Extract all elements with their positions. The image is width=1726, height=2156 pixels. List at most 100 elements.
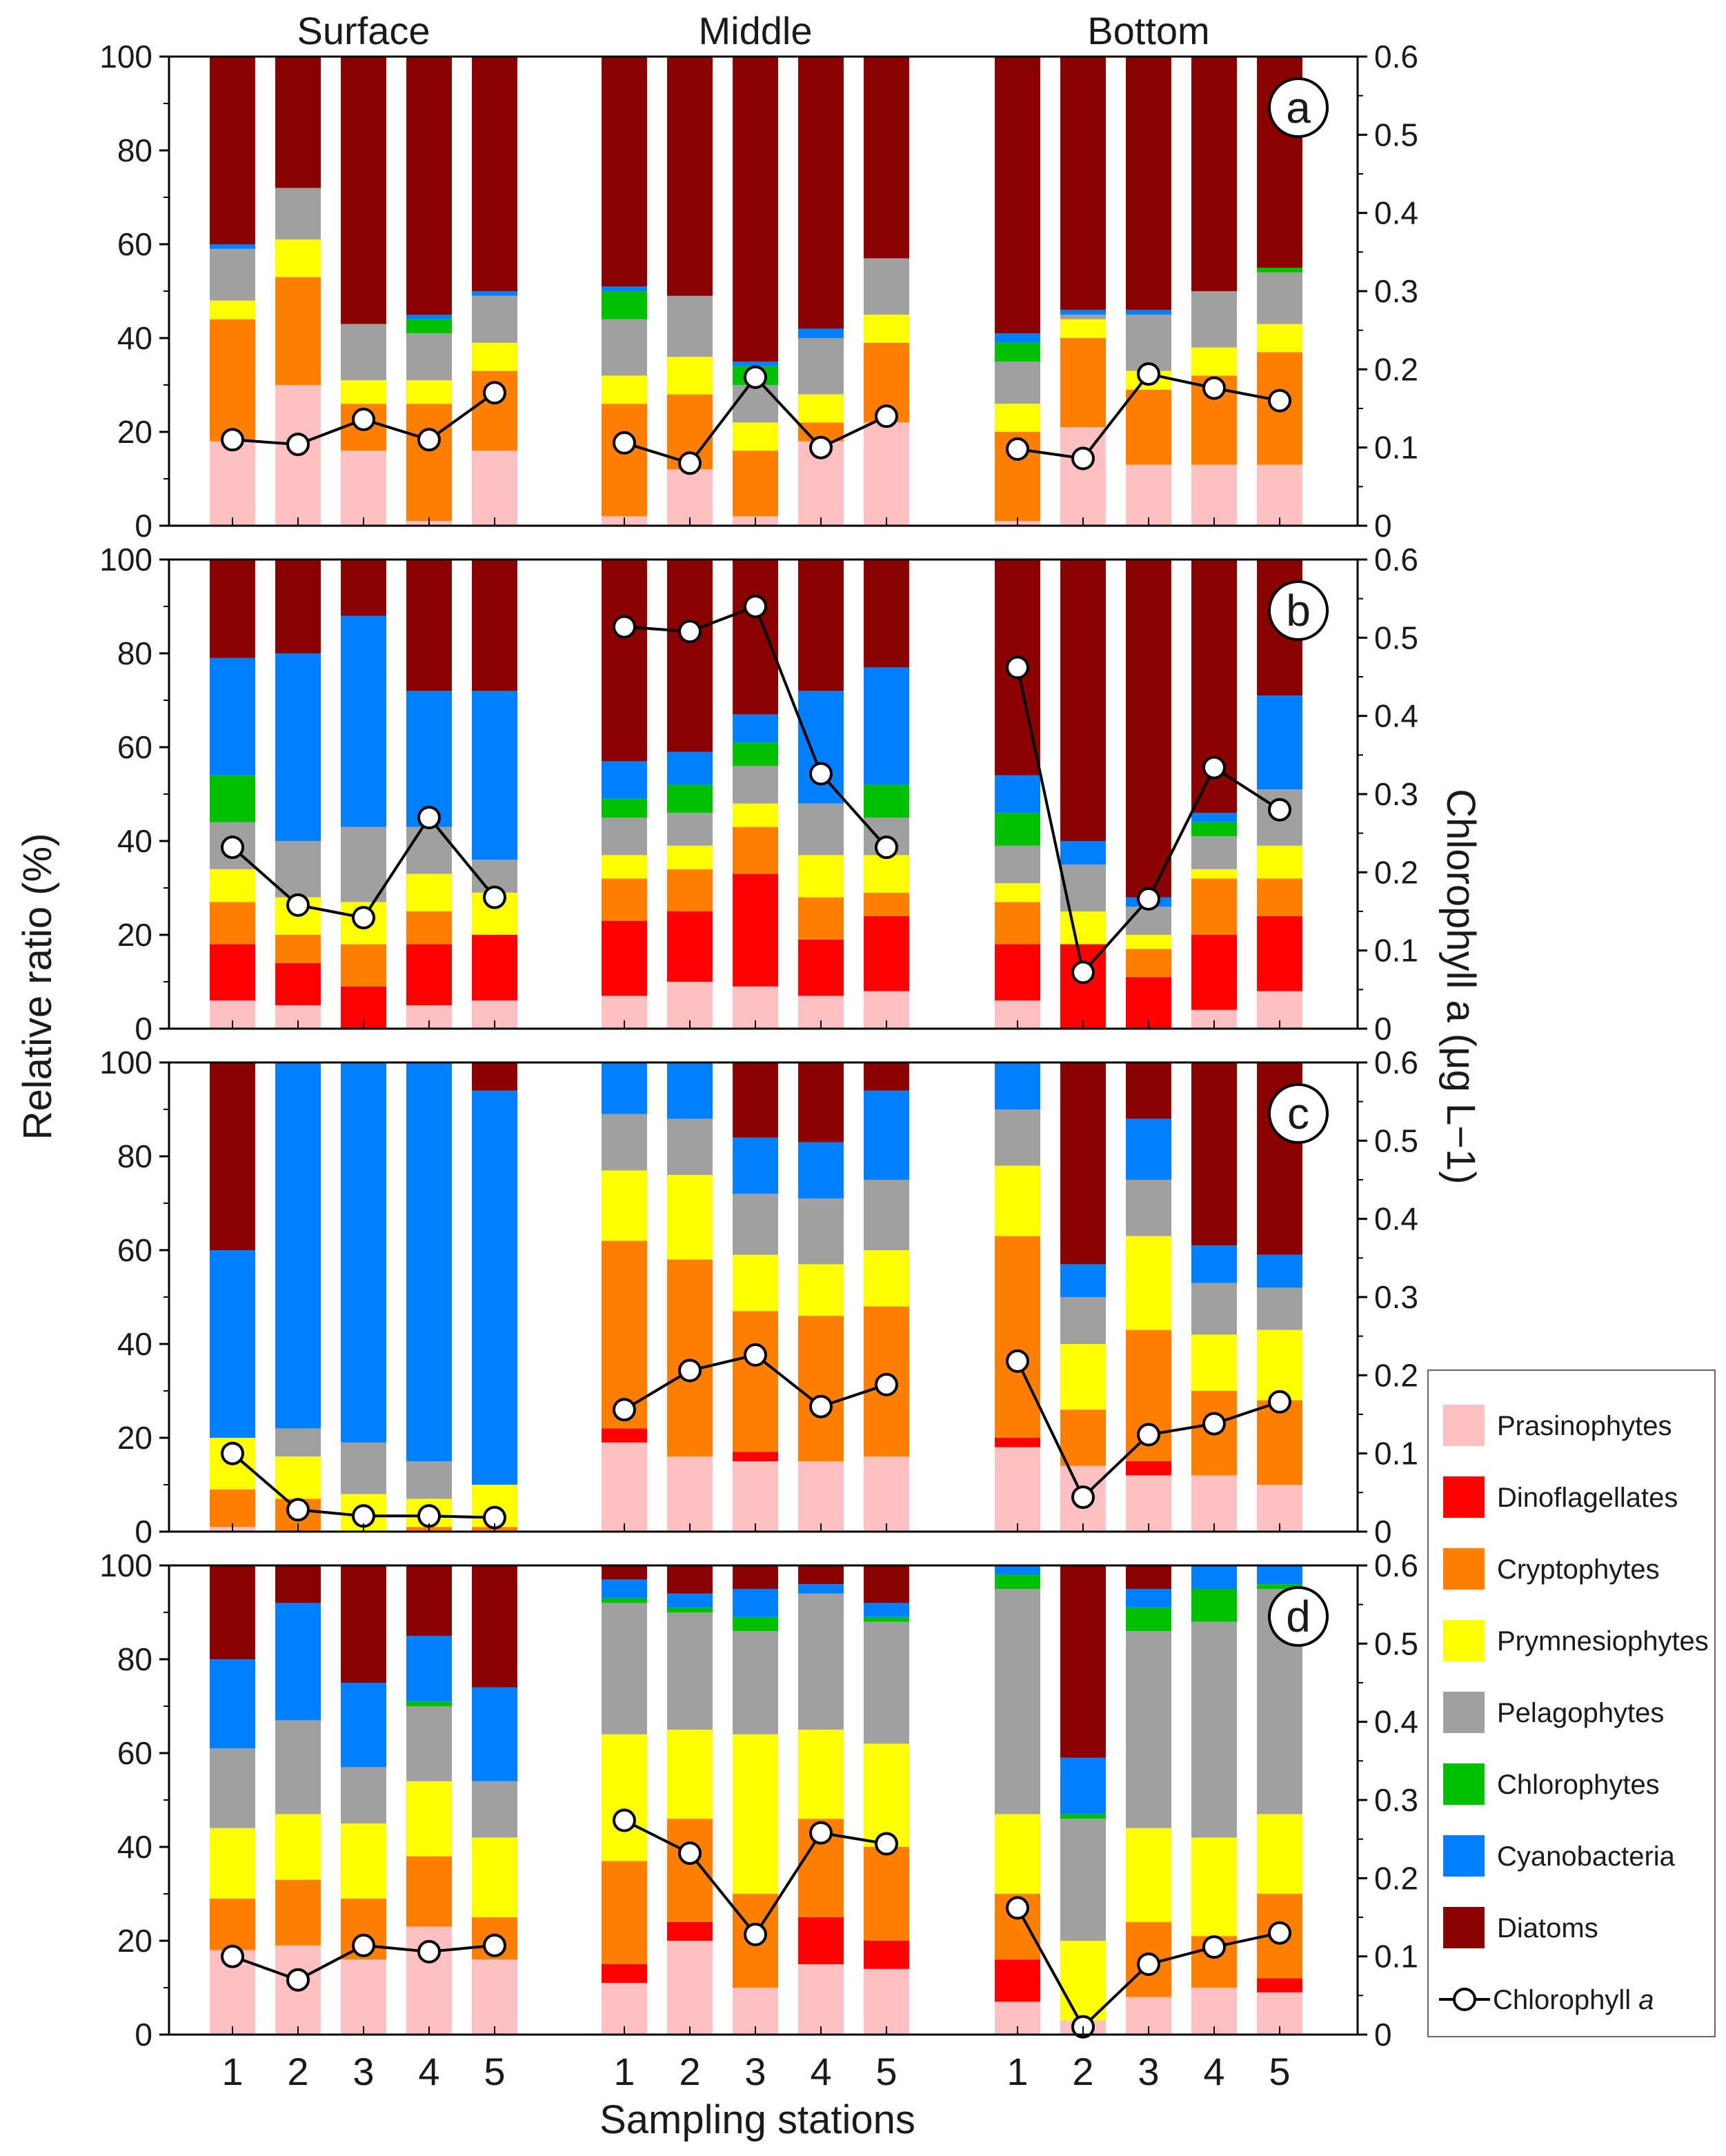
bar-segment-chlorophytes (1257, 1584, 1302, 1589)
bar-segment-chlorophytes (995, 813, 1040, 846)
bar-segment-pelagophytes (1126, 1631, 1171, 1828)
panel-d: 0 20 40 60 80 100 0 0.1 0.2 0.3 0.4 0.5 0.6 d (99, 1547, 1418, 2053)
chlorophyll-point (678, 451, 702, 475)
bar-segment-diatoms (341, 57, 386, 324)
bar-segment-prymnesiophytes (275, 239, 321, 277)
bar-segment-prymnesiophytes (995, 1165, 1040, 1236)
bar-segment-pelagophytes (864, 258, 909, 315)
bar-segment-prasinophytes (1126, 464, 1171, 526)
station-tick-labels: 1 2 3 4 5 1 2 3 4 5 1 2 3 4 5 (221, 2050, 1290, 2093)
station-label: 1 (221, 2050, 243, 2093)
chlorophyll-point (1137, 1423, 1160, 1447)
bar-segment-diatoms (1060, 1565, 1106, 1758)
bar-segment-cryptophytes (602, 404, 647, 517)
bar-segment-diatoms (472, 1062, 517, 1091)
bar-segment-prymnesiophytes (275, 1814, 321, 1880)
bar-segment-prasinophytes (602, 1983, 647, 2035)
bar-segment-cyanobacteria (210, 657, 255, 775)
y-tick-label: 80 (117, 1641, 152, 1677)
bar-segment-diatoms (798, 1565, 844, 1585)
bar-segment-pelagophytes (864, 1180, 909, 1250)
bar-segment-prymnesiophytes (275, 1456, 321, 1499)
y-tick-label: 40 (117, 320, 152, 356)
bar-segment-prymnesiophytes (733, 422, 778, 451)
y-tick-label: 40 (117, 823, 152, 859)
legend-swatch-pelagophytes (1443, 1692, 1485, 1733)
bar-segment-prasinophytes (864, 1456, 909, 1532)
legend-items: Prasinophytes Dinoflagellates Cryptophytes… (1443, 1405, 1709, 1948)
bar-segment-diatoms (995, 57, 1040, 334)
bar-segment-diatoms (406, 560, 452, 691)
bar-segment-pelagophytes (341, 827, 386, 902)
bar-segment-dinoflagellates (602, 920, 647, 996)
bar-segment-chlorophytes (733, 1616, 778, 1632)
y-tick-label: 60 (117, 729, 152, 765)
bar-segment-dinoflagellates (210, 944, 255, 1001)
bar-segment-prymnesiophytes (667, 1730, 713, 1819)
bar-segment-diatoms (1126, 57, 1171, 310)
bar-segment-diatoms (798, 57, 844, 329)
bar-segment-pelagophytes (472, 295, 517, 343)
y-right-tick-label: 0 (1374, 1011, 1392, 1047)
station-label: 5 (875, 2050, 897, 2093)
bar-segment-prymnesiophytes (733, 1734, 778, 1894)
bar-segment-prymnesiophytes (406, 380, 452, 404)
bar-segment-prymnesiophytes (1060, 911, 1106, 945)
legend-label-prasinophytes: Prasinophytes (1497, 1411, 1672, 1441)
bar-segment-diatoms (1191, 57, 1237, 291)
bar-segment-cryptophytes (275, 1879, 321, 1946)
y-right-tick-label: 0.2 (1374, 1357, 1418, 1393)
bar-segment-diatoms (864, 560, 909, 668)
bar-segment-cyanobacteria (406, 691, 452, 827)
y-right-tick-label: 0.6 (1374, 39, 1418, 75)
chlorophyll-point (1202, 755, 1226, 780)
chlorophyll-point (1268, 798, 1291, 822)
bar-segment-cyanobacteria (275, 653, 321, 841)
bar-segment-prymnesiophytes (995, 1814, 1040, 1894)
y-tick-label: 20 (117, 917, 152, 953)
panel-letter-circle (1268, 1586, 1329, 1647)
bar-segment-pelagophytes (406, 1706, 452, 1781)
chlorophyll-point (417, 428, 441, 452)
bar-segment-prymnesiophytes (210, 300, 255, 319)
y-right-tick-label: 0.5 (1374, 117, 1418, 152)
bar-segment-pelagophytes (406, 827, 452, 874)
panel-c: 0 20 40 60 80 100 0 0.1 0.2 0.3 0.4 0.5 0.6 c (99, 1045, 1418, 1550)
chlorophyll-point (352, 407, 375, 431)
bar-segment-pelagophytes (1060, 1819, 1106, 1941)
chlorophyll-point (1202, 376, 1226, 400)
bar-segment-dinoflagellates (1191, 935, 1237, 1010)
y-tick-label: 60 (117, 226, 152, 262)
bar-segment-cyanobacteria (406, 1062, 452, 1461)
bar-segment-diatoms (210, 1062, 255, 1250)
chlorophyll-point (1268, 1389, 1291, 1414)
y-right-tick-label: 0.3 (1374, 1279, 1418, 1315)
chlorophyll-point (678, 620, 702, 644)
bar-segment-diatoms (864, 57, 909, 259)
bar-segment-cyanobacteria (472, 291, 517, 296)
bar-segment-diatoms (602, 560, 647, 762)
y-right-tick-label: 0.6 (1374, 1547, 1418, 1583)
panel-a: 0 20 40 60 80 100 0 0.1 0.2 0.3 0.4 0.5 0.6 a (99, 39, 1418, 544)
bar-segment-pelagophytes (798, 1198, 844, 1265)
y-tick-label: 20 (117, 414, 152, 450)
bar-segment-prymnesiophytes (341, 380, 386, 404)
bar-segment-diatoms (1126, 560, 1171, 898)
bar-segment-diatoms (210, 57, 255, 244)
bar-segment-cryptophytes (798, 1316, 844, 1461)
y-right-tick-label: 0.2 (1374, 854, 1418, 890)
bar-segment-prasinophytes (995, 1447, 1040, 1532)
y-right-tick-label: 0.3 (1374, 1782, 1418, 1818)
legend-label-prymnesiophytes: Prymnesiophytes (1497, 1626, 1709, 1656)
y-tick-label: 100 (99, 542, 152, 577)
bar-segment-cryptophytes (995, 1236, 1040, 1438)
bar-segment-dinoflagellates (995, 1959, 1040, 2002)
x-axis-title: Sampling stations (599, 2097, 915, 2142)
bar-segment-pelagophytes (1191, 291, 1237, 348)
bar-segment-diatoms (1126, 1062, 1171, 1119)
legend-swatch-dinoflagellates (1443, 1476, 1485, 1518)
bar-segment-prasinophytes (1191, 1475, 1237, 1532)
bar-segment-prymnesiophytes (210, 1828, 255, 1899)
y-tick-label: 0 (135, 1011, 152, 1047)
y-tick-label: 100 (99, 1045, 152, 1080)
